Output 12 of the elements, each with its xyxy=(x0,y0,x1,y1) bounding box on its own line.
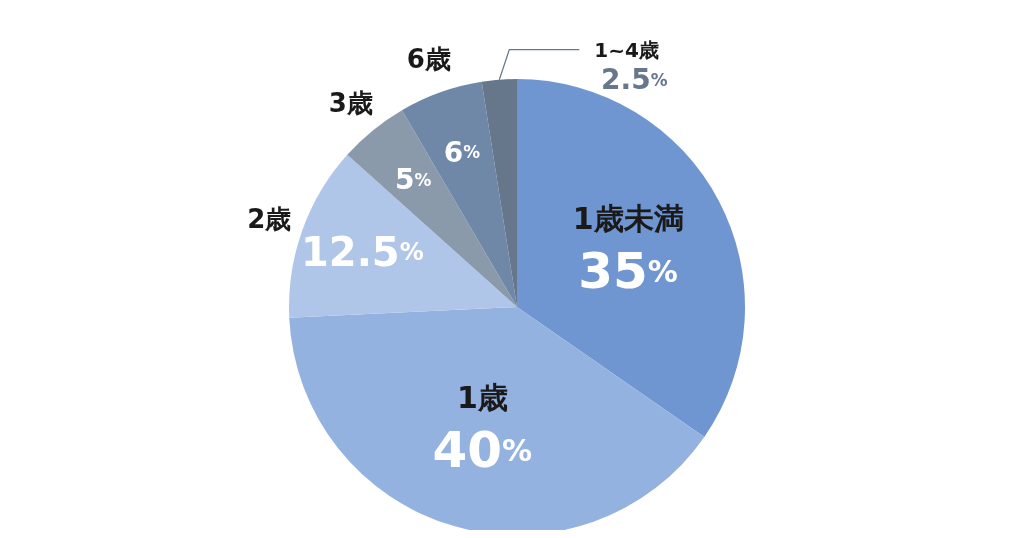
data-label: 35% xyxy=(578,241,678,300)
slice-label: 3歳 xyxy=(328,88,373,119)
slice-label: 2歳 xyxy=(247,203,292,234)
data-label: 2.5% xyxy=(601,63,668,97)
data-label: 40% xyxy=(432,420,533,479)
slice-label: 1~4歳 xyxy=(594,37,659,62)
data-label: 5% xyxy=(395,163,432,197)
data-label: 6% xyxy=(443,135,481,169)
slice-label: 1歳未満 xyxy=(572,201,684,237)
data-label: 12.5% xyxy=(300,228,424,275)
slice-label: 6歳 xyxy=(406,44,451,75)
slice-label: 1歳 xyxy=(456,380,508,416)
